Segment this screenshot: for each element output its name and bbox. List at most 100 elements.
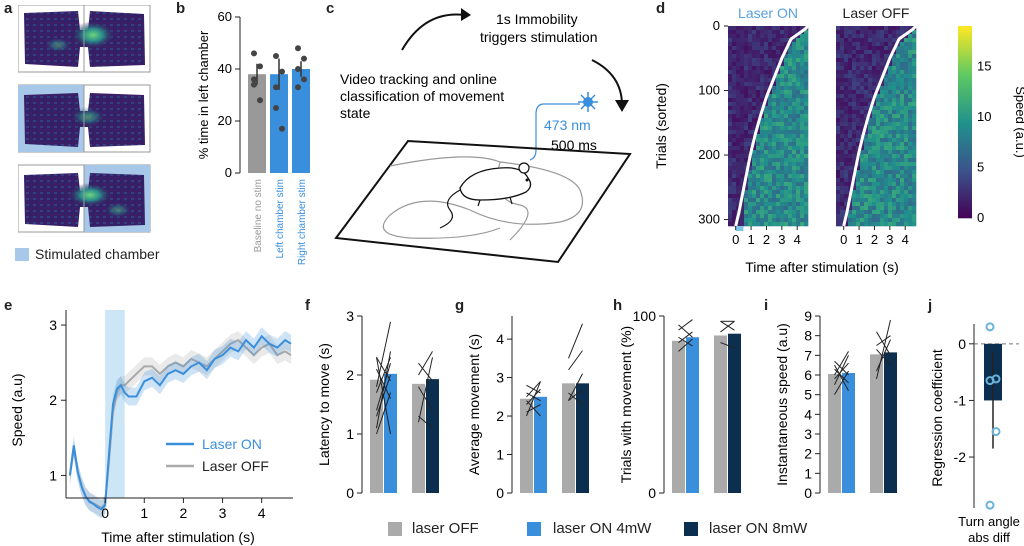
heatmap-cell [844, 54, 849, 59]
heatmap-cell [836, 190, 841, 195]
heatmap-cell [880, 54, 885, 59]
heatmap-cell [852, 26, 857, 31]
heatmap-cell [908, 50, 913, 55]
heatmap-cell [856, 210, 861, 215]
panel-b-letter: b [176, 0, 186, 17]
stimulated-chamber-swatch [15, 248, 29, 261]
heatmap-cell [864, 174, 869, 179]
heatmap-cell [788, 90, 793, 95]
heatmap-cell [764, 126, 769, 131]
heatmap-cell [788, 122, 793, 127]
heatmap-cell [776, 78, 781, 83]
heatmap-cell [908, 166, 913, 171]
heatmap-laser-on [728, 26, 809, 227]
heatmap-cell [764, 102, 769, 107]
heatmap-cell [792, 218, 797, 223]
heatmap-cell [836, 186, 841, 191]
heatmap-cell [848, 98, 853, 103]
heatmap-cell [852, 206, 857, 211]
heatmap-cell [872, 62, 877, 67]
heatmap-cell [852, 90, 857, 95]
heatmap-cell [744, 90, 749, 95]
heatmap-cell [840, 202, 845, 207]
heatmap-cell [872, 66, 877, 71]
heatmap-cell [732, 94, 737, 99]
heatmap-cell [768, 210, 773, 215]
colorbar-cell [958, 106, 972, 109]
heatmap-cell [792, 138, 797, 143]
heatmap-cell [880, 34, 885, 39]
heatmap-cell [732, 122, 737, 127]
heatmap-cell [892, 206, 897, 211]
heatmap-cell [868, 102, 873, 107]
heatmap-cell [764, 186, 769, 191]
heatmap-cell [840, 150, 845, 155]
heatmap-cell [776, 198, 781, 203]
heatmap-cell [804, 198, 809, 203]
heatmap-cell [880, 218, 885, 223]
y-tick-label: 4 [496, 331, 504, 347]
heatmap-cell [860, 86, 865, 91]
heatmap-cell [784, 198, 789, 203]
heatmap-cell [728, 186, 733, 191]
heatmap-cell [856, 214, 861, 219]
heatmap-cell [740, 222, 745, 227]
heatmap-cell [792, 94, 797, 99]
colorbar-cell [958, 122, 972, 125]
heatmap-cell [804, 138, 809, 143]
heatmap-cell [880, 206, 885, 211]
heatmap-cell [732, 126, 737, 131]
heatmap-cell [840, 194, 845, 199]
heatmap-cell [912, 54, 917, 59]
heatmap-cell [912, 98, 917, 103]
heatmap-cell [908, 126, 913, 131]
heatmap-cell [888, 106, 893, 111]
heatmap-cell [848, 218, 853, 223]
heatmap-cell [736, 194, 741, 199]
heatmap-cell [868, 114, 873, 119]
heatmap-cell [868, 186, 873, 191]
heatmap-cell [788, 134, 793, 139]
heatmap-cell [768, 182, 773, 187]
heatmap-cell [864, 210, 869, 215]
y-tick-label: 0 [225, 165, 232, 180]
data-point [279, 68, 285, 75]
heatmap-cell [872, 78, 877, 83]
heatmap-cell [860, 126, 865, 131]
heatmap-cell [876, 26, 881, 31]
heatmap-cell [896, 78, 901, 83]
laser-wavelength: 473 nm [544, 117, 591, 133]
heatmap-cell [784, 54, 789, 59]
heatmap-cell [876, 194, 881, 199]
heatmap-cell [884, 202, 889, 207]
heatmap-cell [840, 166, 845, 171]
heatmap-cell [764, 114, 769, 119]
heatmap-cell [884, 26, 889, 31]
heatmap-cell [728, 50, 733, 55]
heatmap-cell [904, 194, 909, 199]
heatmap-cell [804, 222, 809, 227]
heatmap-cell [740, 134, 745, 139]
heatmap-cell [792, 62, 797, 67]
heatmap-cell [772, 142, 777, 147]
heatmap-cell [756, 54, 761, 59]
heatmap-cell [868, 82, 873, 87]
heatmap-cell [908, 106, 913, 111]
heatmap-cell [736, 130, 741, 135]
heatmap-cell [756, 154, 761, 159]
heatmap-cell [732, 78, 737, 83]
heatmap-cell [736, 74, 741, 79]
heatmap-cell [752, 126, 757, 131]
heatmap-cell [848, 186, 853, 191]
colorbar-cell [958, 108, 972, 111]
heatmap-cell [856, 218, 861, 223]
heatmap-cell [780, 206, 785, 211]
heatmap-cell [872, 218, 877, 223]
heatmap-cell [736, 166, 741, 171]
heatmap-cell [780, 134, 785, 139]
heatmap-cell [872, 142, 877, 147]
heatmap-cell [800, 158, 805, 163]
colorbar-cell [958, 150, 972, 153]
heatmap-cell [788, 46, 793, 51]
paired-line [568, 392, 583, 405]
